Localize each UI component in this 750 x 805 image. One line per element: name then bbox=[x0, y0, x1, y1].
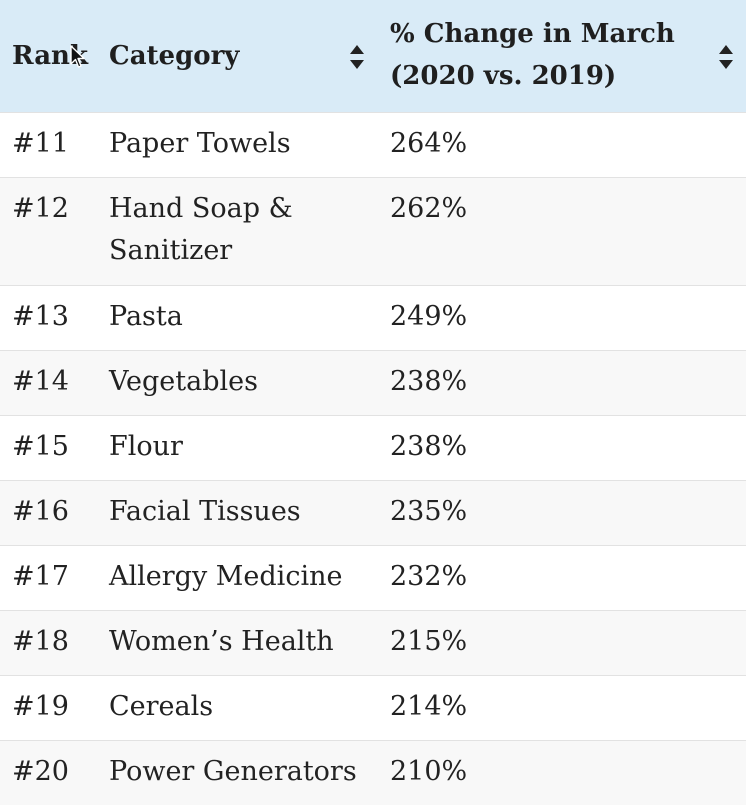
table-row: #12 Hand Soap & Sanitizer 262% bbox=[0, 177, 746, 285]
cell-rank: #11 bbox=[12, 128, 69, 159]
cell-change: 214% bbox=[390, 691, 468, 722]
cell-rank: #16 bbox=[12, 496, 69, 527]
cell-change: 215% bbox=[390, 626, 468, 657]
cell-rank: #15 bbox=[12, 431, 69, 462]
header-change[interactable]: % Change in March (2020 vs. 2019) bbox=[390, 13, 710, 97]
header-change-line1: % Change in March bbox=[390, 19, 675, 49]
mouse-cursor-icon bbox=[70, 45, 85, 68]
cell-category: Hand Soap & Sanitizer bbox=[109, 188, 379, 272]
table-row: #15 Flour 238% bbox=[0, 415, 746, 480]
cell-change: 238% bbox=[390, 366, 468, 397]
cell-category-line: Paper Towels bbox=[109, 128, 291, 159]
cell-change: 235% bbox=[390, 496, 468, 527]
cell-category: Women’s Health bbox=[109, 621, 379, 663]
table-row: #19 Cereals 214% bbox=[0, 675, 746, 740]
cell-rank: #19 bbox=[12, 691, 69, 722]
cell-category: Facial Tissues bbox=[109, 491, 379, 533]
cell-category-line: Women’s Health bbox=[109, 626, 334, 657]
cell-category-line: Facial Tissues bbox=[109, 496, 301, 527]
cell-rank: #12 bbox=[12, 193, 69, 224]
table-row: #14 Vegetables 238% bbox=[0, 350, 746, 415]
cell-change: 238% bbox=[390, 431, 468, 462]
cell-category: Allergy Medicine bbox=[109, 556, 379, 598]
cell-category-line: Sanitizer bbox=[109, 235, 233, 266]
cell-category: Cereals bbox=[109, 686, 379, 728]
cell-category: Pasta bbox=[109, 296, 379, 338]
cell-rank: #13 bbox=[12, 301, 69, 332]
cell-category-line: Power Generators bbox=[109, 756, 357, 787]
cell-category-line: Vegetables bbox=[109, 366, 258, 397]
sort-both-icon[interactable] bbox=[349, 44, 365, 70]
header-change-line2: (2020 vs. 2019) bbox=[390, 61, 617, 91]
header-category[interactable]: Category bbox=[109, 35, 379, 77]
cell-change: 232% bbox=[390, 561, 468, 592]
header-rank[interactable]: Rank bbox=[12, 35, 102, 77]
cell-category-line: Allergy Medicine bbox=[109, 561, 343, 592]
table-body: #11 Paper Towels 264% #12 Hand Soap & Sanitiz… bbox=[0, 112, 746, 805]
cell-rank: #18 bbox=[12, 626, 69, 657]
cell-change: 249% bbox=[390, 301, 468, 332]
cell-rank: #17 bbox=[12, 561, 69, 592]
cell-category: Paper Towels bbox=[109, 123, 379, 165]
cell-change: 210% bbox=[390, 756, 468, 787]
cell-category-line: Cereals bbox=[109, 691, 214, 722]
cell-change: 262% bbox=[390, 193, 468, 224]
header-category-label: Category bbox=[109, 41, 240, 71]
table-row: #16 Facial Tissues 235% bbox=[0, 480, 746, 545]
cell-rank: #20 bbox=[12, 756, 69, 787]
table-header: Rank Category % Change in March (2020 vs… bbox=[0, 0, 746, 112]
cell-category-line: Hand Soap & bbox=[109, 193, 293, 224]
cell-rank: #14 bbox=[12, 366, 69, 397]
cell-category: Vegetables bbox=[109, 361, 379, 403]
table-row: #17 Allergy Medicine 232% bbox=[0, 545, 746, 610]
table-row: #18 Women’s Health 215% bbox=[0, 610, 746, 675]
cell-category: Flour bbox=[109, 426, 379, 468]
cell-change: 264% bbox=[390, 128, 468, 159]
cell-category-line: Flour bbox=[109, 431, 183, 462]
table-row: #11 Paper Towels 264% bbox=[0, 112, 746, 177]
cell-category-line: Pasta bbox=[109, 301, 183, 332]
table-row: #13 Pasta 249% bbox=[0, 285, 746, 350]
cell-category: Power Generators bbox=[109, 751, 379, 793]
table-row: #20 Power Generators 210% bbox=[0, 740, 746, 805]
sort-both-icon[interactable] bbox=[718, 44, 734, 70]
